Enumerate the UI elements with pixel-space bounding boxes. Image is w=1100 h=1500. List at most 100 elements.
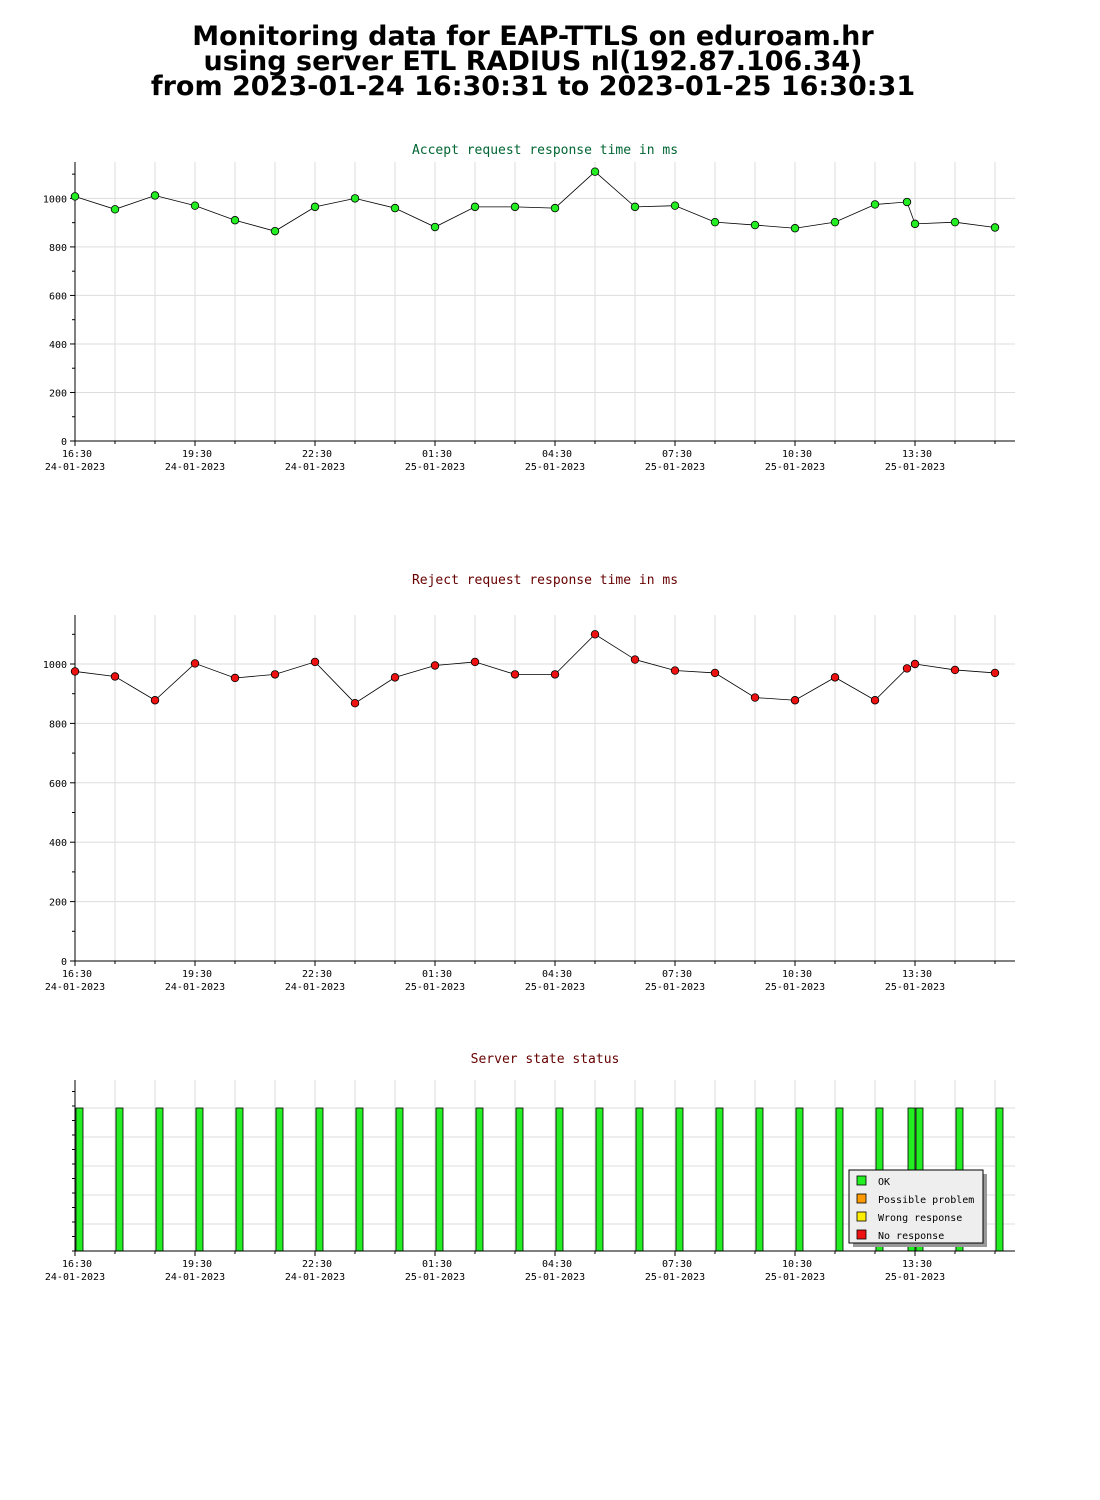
data-point: [510, 670, 520, 679]
data-point: [470, 657, 480, 667]
x-tick-label-time: 19:30: [182, 449, 212, 460]
data-point: [790, 224, 800, 233]
x-tick-label-date: 25-01-2023: [405, 462, 465, 473]
y-tick-label: 200: [49, 898, 67, 909]
x-tick-label-time: 10:30: [782, 969, 812, 980]
x-tick-label-time: 07:30: [662, 969, 692, 980]
status-bar: [515, 1107, 524, 1252]
status-bar: [555, 1107, 564, 1252]
x-tick-label-date: 25-01-2023: [765, 1272, 825, 1283]
data-point: [710, 217, 720, 227]
x-tick-label-time: 13:30: [902, 969, 932, 980]
x-tick-label-time: 16:30: [62, 449, 92, 460]
data-point: [590, 167, 600, 176]
x-tick-label-date: 24-01-2023: [285, 982, 345, 993]
data-point: [70, 667, 80, 676]
legend-label: OK: [878, 1177, 890, 1188]
status-bar: [835, 1107, 844, 1252]
status-bar: [315, 1107, 324, 1252]
status-bar: [435, 1107, 444, 1252]
data-point: [830, 673, 840, 682]
y-tick-label: 1000: [43, 194, 67, 205]
data-point: [350, 194, 360, 203]
status-bar: [115, 1107, 124, 1252]
status-bar: [675, 1107, 684, 1252]
x-tick-label-time: 16:30: [62, 1259, 92, 1270]
data-point: [910, 219, 920, 229]
legend-swatch: [856, 1193, 867, 1204]
data-point: [150, 191, 160, 200]
data-point: [902, 197, 912, 207]
x-tick-label-time: 01:30: [422, 1259, 452, 1270]
reject-response-chart: Reject request response time in ms 16:30 2…: [43, 573, 1015, 993]
data-point: [550, 670, 560, 679]
series-line: [74, 633, 996, 704]
x-tick-label-date: 25-01-2023: [645, 982, 705, 993]
data-point: [630, 202, 640, 212]
data-point: [870, 200, 880, 209]
x-tick-label-time: 04:30: [542, 969, 572, 980]
x-tick-label-time: 07:30: [662, 449, 692, 460]
status-bar: [635, 1107, 644, 1252]
data-point: [390, 673, 400, 682]
y-tick-label: 600: [49, 779, 67, 790]
chart-title: Reject request response time in ms: [412, 573, 678, 588]
data-point: [230, 216, 240, 225]
data-point: [910, 659, 920, 669]
x-tick-label-date: 24-01-2023: [165, 462, 225, 473]
status-bar: [75, 1107, 84, 1252]
status-bar: [475, 1107, 484, 1252]
data-point: [710, 668, 720, 678]
x-tick-label-time: 19:30: [182, 969, 212, 980]
series-line: [74, 171, 996, 232]
y-tick-label: 0: [61, 437, 67, 448]
legend-swatch: [856, 1175, 867, 1186]
status-bar: [395, 1107, 404, 1252]
data-point: [190, 659, 200, 668]
legend-label: No response: [878, 1231, 944, 1242]
x-tick-label-time: 22:30: [302, 449, 332, 460]
data-point: [550, 203, 560, 213]
x-tick-label-time: 13:30: [902, 1259, 932, 1270]
x-tick-label-date: 25-01-2023: [525, 462, 585, 473]
y-tick-label: 1000: [43, 660, 67, 671]
x-tick-label-time: 04:30: [542, 449, 572, 460]
data-point: [150, 696, 160, 705]
data-point: [310, 202, 320, 212]
x-tick-label-date: 25-01-2023: [885, 462, 945, 473]
data-point: [310, 657, 320, 667]
status-bar: [195, 1107, 204, 1252]
data-point: [950, 665, 960, 675]
x-tick-label-date: 25-01-2023: [405, 1272, 465, 1283]
status-bar: [995, 1107, 1004, 1252]
legend-swatch: [856, 1229, 867, 1240]
x-tick-label-date: 25-01-2023: [765, 982, 825, 993]
data-point: [790, 696, 800, 705]
status-bar: [595, 1107, 604, 1252]
page-title: Monitoring data for EAP-TTLS on eduroam.…: [0, 23, 1066, 102]
data-point: [670, 201, 680, 210]
title-line-3: from 2023-01-24 16:30:31 to 2023-01-25 1…: [150, 71, 916, 102]
x-tick-label-date: 24-01-2023: [45, 462, 105, 473]
data-point: [750, 220, 760, 230]
data-point: [990, 668, 1000, 678]
legend-label: Wrong response: [878, 1213, 962, 1224]
x-tick-label-time: 22:30: [302, 969, 332, 980]
x-tick-label-date: 25-01-2023: [525, 1272, 585, 1283]
x-tick-label-time: 04:30: [542, 1259, 572, 1270]
x-tick-label-time: 10:30: [782, 1259, 812, 1270]
data-point: [190, 201, 200, 210]
data-point: [510, 202, 520, 212]
x-tick-label-date: 25-01-2023: [645, 1272, 705, 1283]
data-point: [830, 217, 840, 227]
data-point: [110, 672, 120, 681]
x-tick-label-date: 25-01-2023: [405, 982, 465, 993]
legend-swatch: [856, 1211, 867, 1222]
y-tick-label: 800: [49, 719, 67, 730]
accept-response-chart: Accept request response time in ms 16:30 2…: [43, 143, 1015, 473]
server-status-chart: Server state status 16:30 24-01-2023 19:30 2…: [45, 1052, 1015, 1283]
data-point: [990, 223, 1000, 232]
legend-label: Possible problem: [878, 1195, 974, 1206]
data-point: [750, 693, 760, 702]
